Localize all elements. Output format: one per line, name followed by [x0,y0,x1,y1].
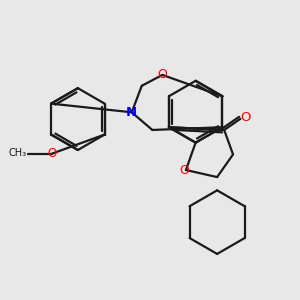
Text: N: N [126,106,137,119]
Text: CH₃: CH₃ [8,148,26,158]
Text: O: O [24,153,25,154]
Text: O: O [48,147,57,160]
Text: O: O [158,68,167,81]
Text: O: O [240,111,251,124]
Text: O: O [179,164,189,176]
